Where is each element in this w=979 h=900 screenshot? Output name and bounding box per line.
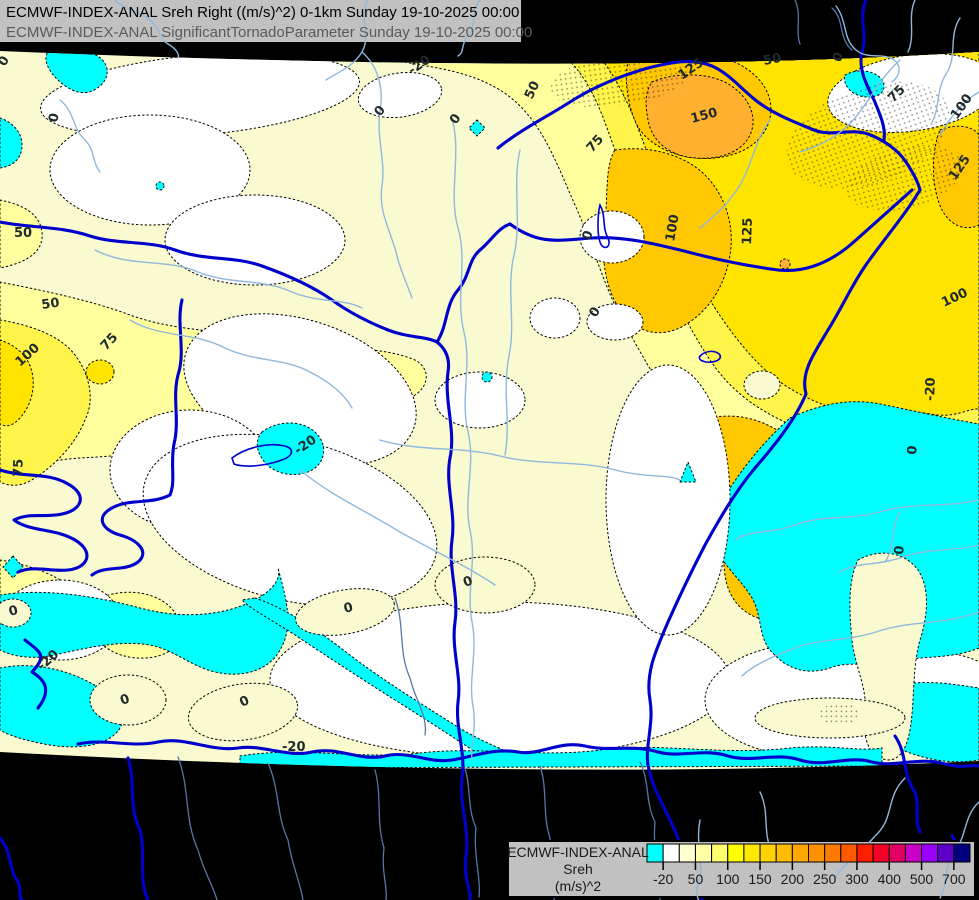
legend-cell	[727, 843, 745, 863]
contour-label: 50	[522, 79, 543, 102]
legend-cell	[888, 843, 906, 863]
legend-tick-label: 300	[845, 871, 869, 887]
legend-cell	[759, 843, 777, 863]
w-edge-cyan	[0, 117, 23, 169]
legend-cell	[937, 843, 955, 863]
contour-label: 100	[663, 213, 682, 242]
legend-cell	[694, 843, 713, 863]
contour-label: 50	[40, 296, 60, 313]
w-core-100	[0, 339, 34, 427]
sw-black-vertical	[126, 756, 150, 900]
ne-top-vertical	[859, 0, 886, 142]
tisza-white-corridor	[605, 364, 731, 636]
croatia-zigzag	[23, 638, 48, 710]
cyan-diamond-b	[468, 119, 486, 137]
contour-label: -20	[282, 740, 306, 755]
se-black-piece-a	[893, 734, 922, 834]
contour-label: 150	[689, 105, 719, 127]
w-spot-100	[85, 359, 115, 385]
title-panel	[0, 0, 523, 44]
contour-label: 50	[762, 51, 782, 69]
cyan-dot-a	[155, 181, 165, 191]
legend-cell	[808, 843, 826, 863]
legend-tick-label: 50	[688, 871, 704, 887]
legend-cell	[872, 843, 890, 863]
contour-label: 125	[740, 217, 756, 245]
legend-tick-label: -20	[653, 871, 673, 887]
legend-cell	[791, 843, 809, 863]
legend-cell	[824, 843, 842, 863]
cream-isle-b	[187, 682, 299, 742]
legend-cell	[921, 843, 939, 863]
cream-isle-c	[89, 674, 167, 726]
danube-north	[0, 220, 451, 374]
title-line-2: ECMWF-INDEX-ANAL SignificantTornadoParam…	[6, 24, 532, 41]
contour-label: 0	[892, 545, 908, 555]
cyan-triangle-small	[679, 460, 697, 483]
secondary-borders	[177, 0, 853, 900]
legend-cell	[953, 843, 971, 863]
contour-fill-field	[0, 51, 979, 770]
ipoly-border	[435, 222, 512, 344]
legend-tick-label: 150	[748, 871, 772, 887]
legend-cell	[840, 843, 858, 863]
cream-isle-e	[0, 598, 32, 628]
cream-isle-d	[434, 556, 536, 614]
contour-label: -20	[923, 377, 939, 401]
bottom-cyan-strip	[239, 746, 883, 769]
slovenia-zigzag	[0, 468, 89, 574]
legend-tick-label: 700	[942, 871, 966, 887]
ne-core-150	[645, 74, 754, 159]
legend-parameter-label: Sreh	[563, 861, 593, 877]
legend-cell	[856, 843, 874, 863]
contour-label: 75	[11, 459, 27, 478]
cream-isle-a	[295, 588, 395, 636]
title-line-1: ECMWF-INDEX-ANAL Sreh Right ((m/s)^2) 0-…	[6, 4, 519, 21]
legend-cell	[904, 843, 923, 863]
legend-cell	[711, 843, 729, 863]
legend-text-block: ECMWF-INDEX-ANAL Sreh (m/s)^2	[507, 844, 649, 894]
sw-cyan-lobe	[0, 665, 123, 748]
legend-tick-label: 100	[716, 871, 740, 887]
mid-north-border	[508, 188, 914, 273]
legend-tick-label: 400	[878, 871, 902, 887]
sw-cyan-mass	[0, 567, 289, 675]
legend-tick-label: 250	[813, 871, 837, 887]
legend-cell	[662, 843, 680, 863]
corner-piece	[0, 836, 24, 900]
w-band-50-edge	[0, 199, 43, 269]
contour-label: 0	[905, 445, 921, 455]
danube-south	[445, 370, 472, 900]
austria-border	[90, 298, 184, 577]
legend-units-label: (m/s)^2	[555, 878, 601, 894]
legend-cell	[743, 843, 761, 863]
legend-colorbar: -20 50 100 150 200 250 300 400 500 700	[646, 843, 971, 887]
lake-small-a	[597, 203, 610, 249]
contour-label: 0	[342, 600, 355, 617]
contour-label: 0	[46, 112, 63, 124]
legend-tick-label: 200	[781, 871, 805, 887]
title-block: ECMWF-INDEX-ANAL Sreh Right ((m/s)^2) 0-…	[6, 4, 532, 41]
north-border-arc	[496, 60, 922, 192]
lake-balaton-outline	[231, 443, 293, 467]
legend-cell	[646, 843, 664, 863]
lake-small-b	[698, 350, 722, 363]
east-border-tisza	[645, 188, 922, 900]
legend-tick-label: 500	[910, 871, 934, 887]
cream-spot-ne-tisza	[743, 370, 781, 400]
legend-cell	[678, 843, 696, 863]
contour-label: 0	[7, 603, 20, 620]
legend-cell	[775, 843, 793, 863]
orange-spot	[779, 258, 791, 270]
legend-product-label: ECMWF-INDEX-ANAL	[507, 844, 649, 860]
cyan-dot-b	[481, 371, 493, 383]
south-border-long	[76, 739, 979, 768]
contour-label: 50	[14, 226, 32, 241]
